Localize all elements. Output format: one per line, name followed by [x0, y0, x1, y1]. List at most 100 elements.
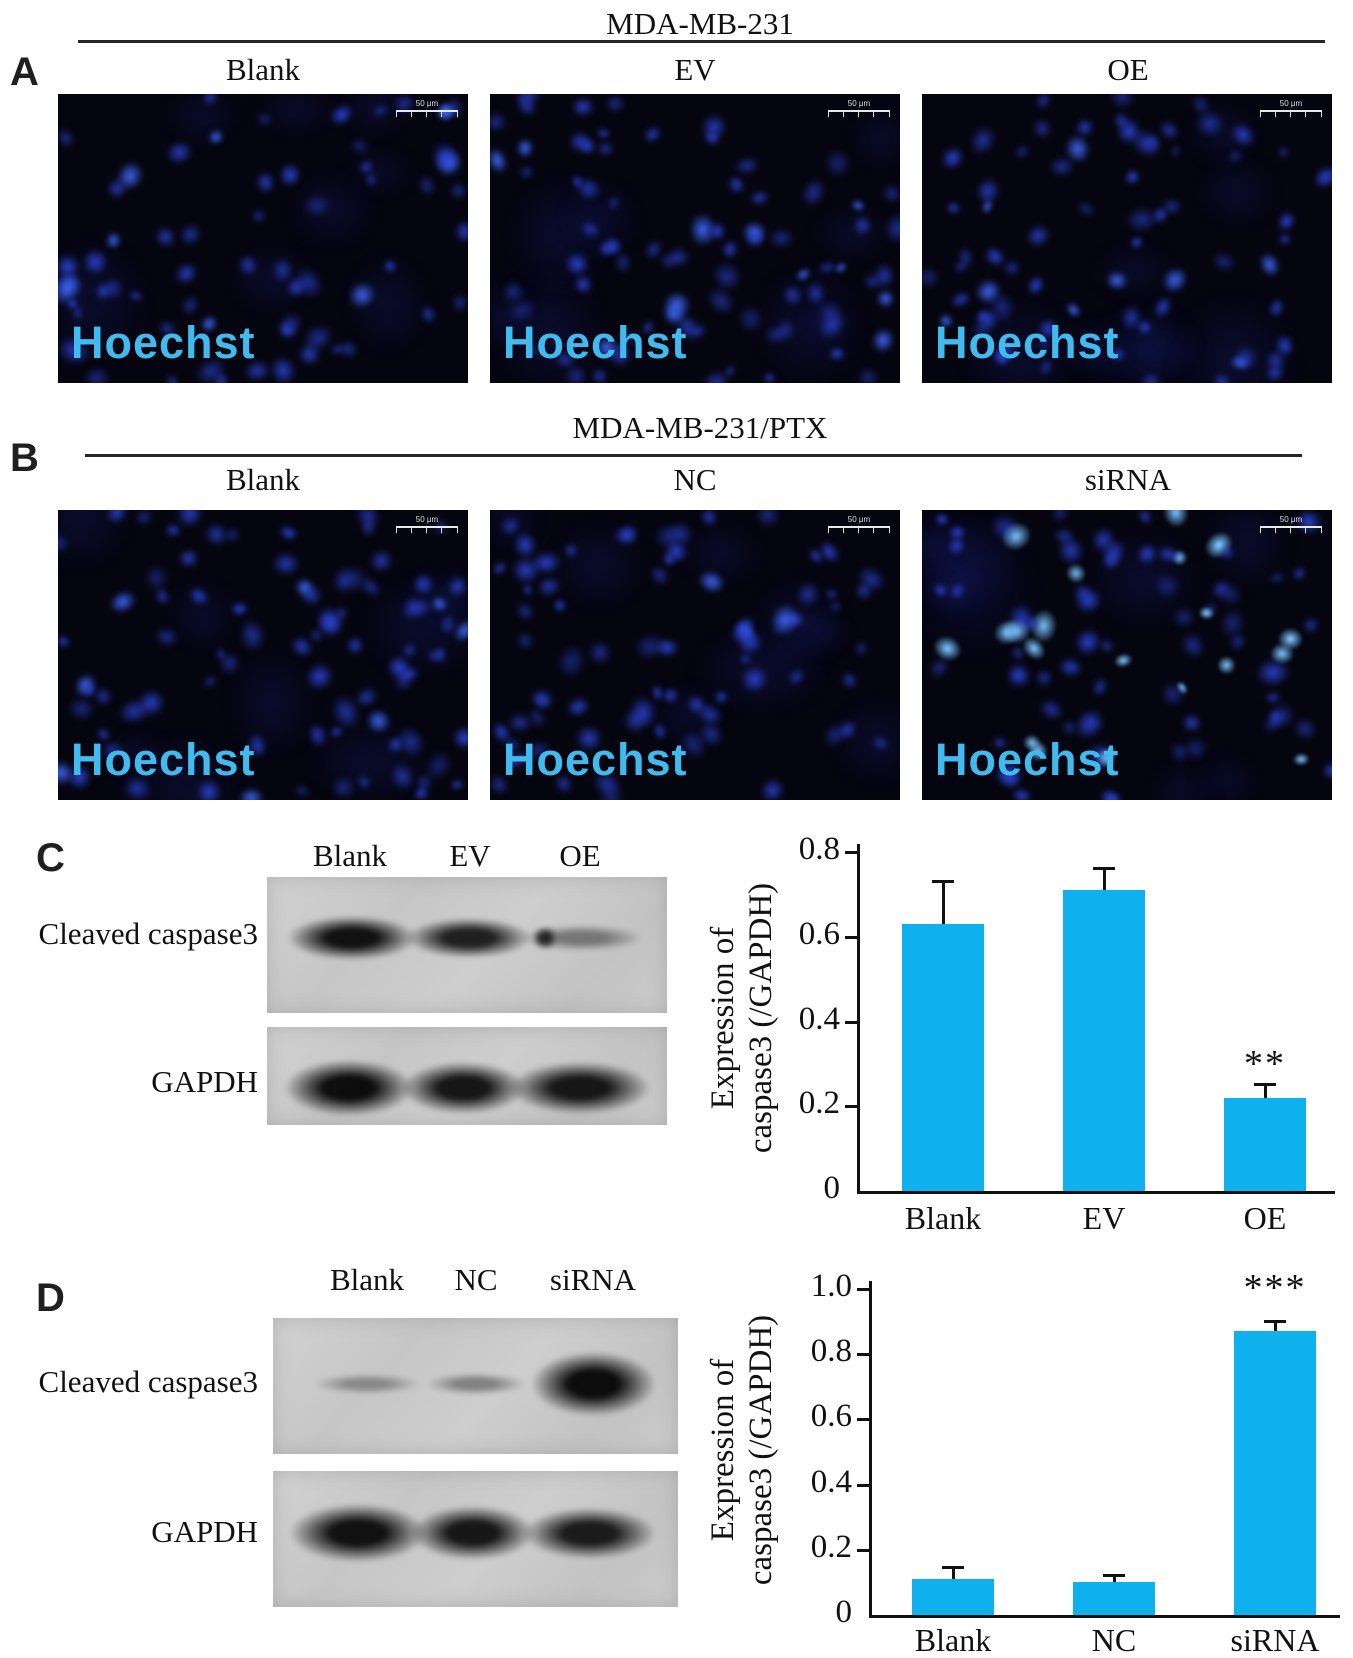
- scale-bar-label: 50 μm: [1279, 515, 1303, 524]
- y-tick: [845, 935, 860, 939]
- blot-band: [531, 1351, 656, 1417]
- panel-d-letter: D: [36, 1276, 65, 1320]
- nucleus: [964, 120, 1002, 161]
- nucleus: [922, 264, 942, 290]
- scale-bar: 50 μm: [828, 515, 890, 535]
- bar-siRNA: [1234, 1331, 1316, 1615]
- nucleus: [1272, 206, 1300, 236]
- nucleus: [276, 521, 302, 544]
- scale-bar-tick: [1290, 528, 1291, 533]
- error-bar-cap: [1103, 1573, 1125, 1577]
- nucleus: [1276, 626, 1305, 651]
- scale-bar-tick: [873, 112, 874, 117]
- y-tick-label: 0.4: [798, 1000, 840, 1037]
- x-tick-label: NC: [1091, 1622, 1137, 1658]
- y-tick: [857, 1548, 872, 1552]
- panel-b-col-nc: NC: [673, 462, 717, 497]
- nucleus: [1010, 140, 1034, 164]
- scale-bar-tick: [441, 528, 442, 533]
- panel-a-title-rule: [78, 40, 1325, 43]
- scale-bar-tick: [1260, 112, 1261, 117]
- scale-bar-tick: [1321, 112, 1322, 117]
- scale-bar-tick: [426, 528, 427, 533]
- y-tick: [845, 1105, 860, 1109]
- scale-bar-line: [828, 110, 890, 112]
- scale-bar-label: 50 μm: [847, 515, 871, 524]
- fluorescence-image-a-blank: Hoechst 50 μm: [58, 94, 468, 383]
- y-tick: [845, 851, 860, 854]
- nucleus: [1160, 195, 1185, 217]
- nucleus: [1072, 197, 1100, 221]
- y-tick: [857, 1288, 872, 1291]
- x-tick-label: siRNA: [1230, 1622, 1320, 1658]
- nucleus: [199, 670, 222, 692]
- nucleus: [103, 584, 142, 619]
- panel-a-col-ev: EV: [674, 52, 716, 87]
- y-tick-label: 0.2: [798, 1085, 840, 1122]
- bar-Blank: [912, 1579, 994, 1615]
- nucleus: [552, 639, 590, 683]
- hoechst-overlay-label: Hoechst: [71, 734, 256, 785]
- nucleus: [1194, 152, 1281, 230]
- hoechst-overlay-label: Hoechst: [503, 317, 688, 368]
- nucleus: [449, 778, 467, 793]
- nucleus: [970, 172, 1005, 209]
- nucleus: [707, 219, 728, 243]
- scale-bar-label: 50 μm: [847, 99, 871, 108]
- nucleus: [1192, 753, 1261, 800]
- error-bar-cap: [1254, 1083, 1276, 1087]
- nucleus: [1075, 299, 1213, 383]
- nucleus: [562, 692, 595, 723]
- nucleus: [1288, 562, 1311, 585]
- scale-bar-label: 50 μm: [1279, 99, 1303, 108]
- nucleus: [764, 225, 797, 252]
- nucleus: [1001, 658, 1036, 693]
- nucleus: [853, 364, 883, 383]
- x-tick-label: OE: [1243, 1200, 1287, 1236]
- nucleus: [1275, 230, 1294, 248]
- blot-band: [411, 1505, 535, 1561]
- nucleus: [270, 550, 302, 577]
- y-tick: [857, 1353, 872, 1357]
- scale-bar-tick: [889, 112, 890, 117]
- fluorescence-image-b-nc: Hoechst 50 μm: [490, 510, 900, 800]
- fluorescence-image-a-oe: Hoechst 50 μm: [922, 94, 1332, 383]
- bar-NC: [1073, 1582, 1155, 1615]
- nucleus: [512, 627, 539, 655]
- blot-band: [313, 1373, 421, 1395]
- blot-band: [290, 1504, 426, 1562]
- nucleus: [1122, 204, 1161, 236]
- nucleus: [1208, 247, 1240, 276]
- nucleus: [490, 142, 513, 178]
- blot-band: [288, 915, 416, 961]
- nucleus: [1111, 650, 1135, 671]
- scale-bar-line: [396, 110, 458, 112]
- scale-bar-tick: [1275, 528, 1276, 533]
- nucleus: [826, 345, 847, 362]
- scale-bar-tick: [1305, 112, 1306, 117]
- nucleus: [1254, 248, 1286, 282]
- nucleus: [594, 138, 618, 160]
- nucleus: [867, 323, 899, 357]
- nucleus: [413, 170, 440, 200]
- nucleus: [1030, 664, 1059, 693]
- nucleus: [444, 176, 468, 206]
- nucleus: [346, 146, 416, 198]
- blot-band: [426, 1372, 526, 1396]
- panel-c-lane-oe: OE: [559, 838, 601, 873]
- nucleus: [795, 172, 832, 212]
- nucleus: [450, 291, 468, 313]
- nucleus: [445, 719, 468, 757]
- scale-bar-tick: [1275, 112, 1276, 117]
- nucleus: [1175, 707, 1207, 739]
- y-axis-label: Expression of caspase3 (/GAPDH): [704, 1315, 780, 1585]
- scale-bar-label: 50 μm: [415, 99, 439, 108]
- nucleus: [250, 94, 338, 138]
- error-bar-stem: [1273, 1321, 1277, 1332]
- panel-d-lane-blank: Blank: [329, 1262, 405, 1297]
- blot-band: [285, 1059, 413, 1117]
- y-axis-label-line2: caspase3 (/GAPDH): [743, 882, 779, 1154]
- scale-bar-line: [1260, 110, 1322, 112]
- panel-c-lane-ev: EV: [449, 838, 491, 873]
- y-tick-label: 0.4: [810, 1463, 852, 1500]
